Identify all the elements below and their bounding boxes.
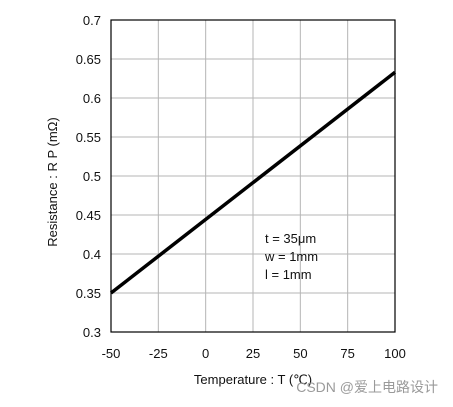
y-tick-label: 0.3 (83, 325, 101, 340)
plot-frame (110, 19, 396, 333)
y-tick-label: 0.7 (83, 13, 101, 28)
y-axis-title: Resistance : R P (mΩ) (45, 117, 60, 246)
x-tick-label: -25 (149, 346, 168, 361)
x-tick-label: 0 (202, 346, 209, 361)
y-tick-label: 0.5 (83, 169, 101, 184)
x-tick-label: 75 (340, 346, 354, 361)
x-tick-label: 50 (293, 346, 307, 361)
watermark: CSDN @爱上电路设计 (296, 379, 438, 395)
x-tick-label: 100 (384, 346, 406, 361)
y-tick-labels: 0.3 0.35 0.4 0.45 0.5 0.55 0.6 0.65 0.7 (76, 13, 101, 340)
y-tick-label: 0.55 (76, 130, 101, 145)
grid-lines (110, 19, 396, 333)
x-tick-label: 25 (246, 346, 260, 361)
y-tick-label: 0.35 (76, 286, 101, 301)
series-layer (109, 70, 397, 295)
y-tick-label: 0.45 (76, 208, 101, 223)
y-tick-label: 0.4 (83, 247, 101, 262)
annotation-thickness: t = 35μm (265, 231, 316, 246)
x-axis-title: Temperature : T (℃) (194, 372, 312, 387)
annotation-box: t = 35μm w = 1mm l = 1mm (264, 231, 318, 282)
annotation-width: w = 1mm (264, 249, 318, 264)
x-tick-labels: -50 -25 0 25 50 75 100 (102, 346, 406, 361)
y-tick-label: 0.6 (83, 91, 101, 106)
y-tick-label: 0.65 (76, 52, 101, 67)
series-line-resistance (109, 70, 397, 295)
x-tick-label: -50 (102, 346, 121, 361)
annotation-length: l = 1mm (265, 267, 312, 282)
